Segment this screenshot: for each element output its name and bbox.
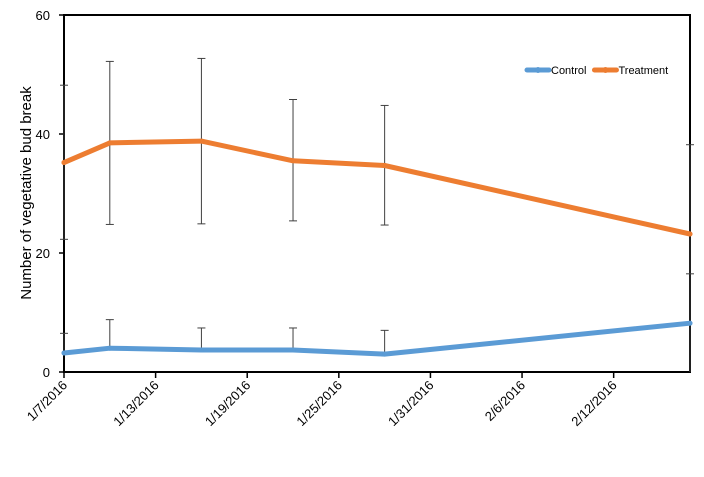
x-tick-label: 1/7/2016 — [24, 378, 70, 424]
data-point-treatment — [687, 231, 693, 237]
y-axis-title: Number of vegetative bud break — [18, 86, 35, 300]
y-tick-label: 60 — [36, 8, 50, 23]
y-tick-label: 20 — [36, 246, 50, 261]
plot-area: 0 20 40 60 1/7/2016 1/13/2016 1/19/2016 1/25/20… — [24, 8, 694, 429]
legend-label-treatment: Treatment — [618, 65, 668, 77]
data-point-control — [107, 345, 113, 351]
x-tick-label: 2/6/2016 — [482, 378, 528, 424]
data-point-control — [687, 320, 693, 326]
data-point-treatment — [107, 140, 113, 146]
legend-marker-treatment — [602, 67, 609, 73]
y-tick-label: 0 — [43, 365, 50, 380]
x-tick-label: 1/25/2016 — [293, 378, 345, 430]
x-tick-label: 1/13/2016 — [110, 378, 162, 430]
x-tick-label: 2/12/2016 — [568, 378, 620, 430]
x-tick-label: 1/31/2016 — [385, 378, 437, 430]
data-point-control — [198, 347, 204, 353]
data-point-control — [61, 350, 67, 356]
data-point-control — [382, 351, 388, 357]
series-line-treatment — [61, 138, 693, 237]
data-point-treatment — [382, 163, 388, 169]
x-tick-label: 1/19/2016 — [202, 378, 254, 430]
data-point-treatment — [290, 158, 296, 164]
y-tick-label: 40 — [36, 127, 50, 142]
data-point-treatment — [198, 138, 204, 144]
legend-marker-control — [535, 67, 541, 73]
data-point-control — [290, 347, 296, 353]
legend-label-control: Control — [551, 65, 586, 77]
series-line-control — [61, 320, 693, 357]
data-point-treatment — [61, 160, 67, 166]
